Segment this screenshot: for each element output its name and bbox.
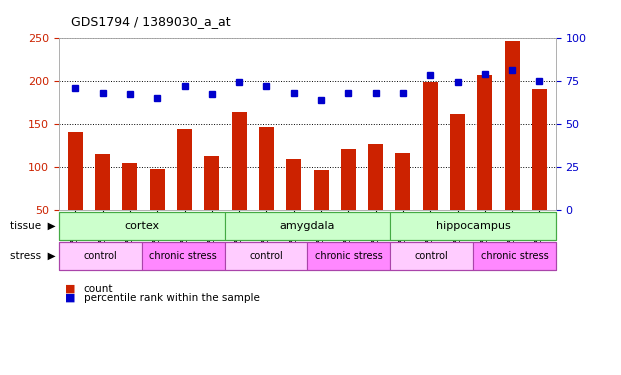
Text: ■: ■ [65, 284, 76, 294]
Bar [95, 154, 110, 210]
Bar [142, 242, 225, 270]
Text: control: control [83, 251, 117, 261]
Text: cortex: cortex [124, 221, 160, 231]
Bar [423, 82, 438, 210]
Text: hippocampus: hippocampus [435, 221, 510, 231]
Bar [532, 89, 547, 210]
Bar [307, 242, 390, 270]
Bar [204, 156, 219, 210]
Bar [473, 242, 556, 270]
Bar [122, 163, 137, 210]
Bar [59, 212, 225, 240]
Bar [177, 129, 192, 210]
Text: chronic stress: chronic stress [481, 251, 548, 261]
Bar [59, 242, 142, 270]
Text: control: control [249, 251, 283, 261]
Bar [259, 127, 274, 210]
Bar [150, 170, 165, 210]
Bar [68, 132, 83, 210]
Text: amygdala: amygdala [279, 221, 335, 231]
Text: control: control [415, 251, 448, 261]
Bar [225, 242, 307, 270]
Text: percentile rank within the sample: percentile rank within the sample [84, 293, 260, 303]
Bar [225, 212, 390, 240]
Bar [286, 159, 301, 210]
Text: tissue  ▶: tissue ▶ [11, 221, 56, 231]
Bar [232, 112, 247, 210]
Text: GDS1794 / 1389030_a_at: GDS1794 / 1389030_a_at [71, 15, 231, 28]
Text: stress  ▶: stress ▶ [11, 251, 56, 261]
Bar [368, 144, 383, 210]
Text: count: count [84, 284, 114, 294]
Bar [390, 212, 556, 240]
Bar [396, 153, 410, 210]
Bar [341, 149, 356, 210]
Text: chronic stress: chronic stress [149, 251, 217, 261]
Text: ■: ■ [65, 293, 76, 303]
Bar [478, 75, 492, 210]
Text: chronic stress: chronic stress [315, 251, 383, 261]
Bar [390, 242, 473, 270]
Bar [314, 170, 329, 210]
Bar [505, 41, 520, 210]
Bar [450, 114, 465, 210]
